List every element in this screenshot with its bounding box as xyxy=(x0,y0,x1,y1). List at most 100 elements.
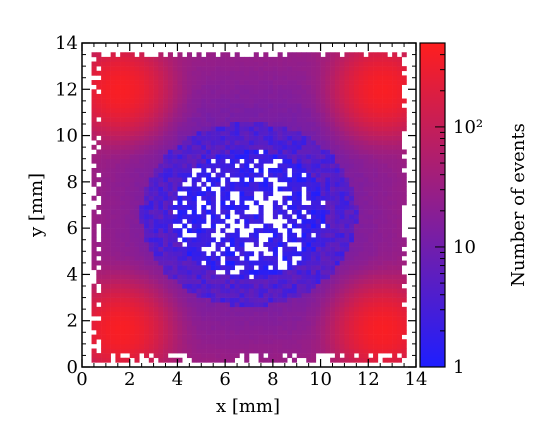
heatmap-cell xyxy=(401,75,407,81)
heatmap-cell xyxy=(311,103,317,109)
heatmap-cell xyxy=(272,209,278,215)
heatmap-cell xyxy=(325,232,331,238)
heatmap-cell xyxy=(144,205,150,210)
heatmap-cell xyxy=(244,135,250,141)
heatmap-cell xyxy=(215,242,221,247)
heatmap-cell xyxy=(229,140,235,146)
heatmap-cell xyxy=(377,232,383,238)
heatmap-cell xyxy=(353,223,360,229)
heatmap-cell xyxy=(344,61,350,67)
heatmap-cell xyxy=(225,357,231,363)
heatmap-cell xyxy=(344,121,350,127)
heatmap-cell xyxy=(120,209,126,215)
heatmap-cell xyxy=(363,255,369,261)
heatmap-cell xyxy=(339,172,345,178)
heatmap-cell xyxy=(191,93,197,99)
heatmap-cell xyxy=(148,177,154,183)
heatmap-cell xyxy=(115,311,121,317)
heatmap-cell xyxy=(358,274,364,280)
heatmap-cell xyxy=(182,302,188,308)
heatmap-cell xyxy=(396,320,402,326)
heatmap-cell xyxy=(101,140,107,146)
heatmap-cell xyxy=(210,107,216,113)
heatmap-cell xyxy=(201,149,207,155)
heatmap-cell xyxy=(368,246,374,252)
heatmap-cell xyxy=(291,52,298,58)
heatmap-cell xyxy=(201,334,207,340)
heatmap-cell xyxy=(344,320,350,326)
heatmap-cell xyxy=(344,130,350,136)
heatmap-cell xyxy=(315,167,321,173)
heatmap-cell xyxy=(101,61,107,67)
heatmap-cell xyxy=(387,279,393,284)
heatmap-cell xyxy=(96,112,102,118)
heatmap-cell xyxy=(349,112,355,118)
heatmap-cell xyxy=(363,209,369,215)
heatmap-cell xyxy=(225,195,231,201)
heatmap-cell xyxy=(234,292,240,298)
heatmap-cell xyxy=(96,154,102,160)
heatmap-cell xyxy=(315,306,321,312)
heatmap-cell xyxy=(253,66,259,72)
heatmap-cell xyxy=(225,288,231,294)
heatmap-cell xyxy=(129,260,135,266)
heatmap-cell xyxy=(206,75,212,81)
heatmap-cell xyxy=(363,56,369,62)
heatmap-cell xyxy=(177,130,183,136)
heatmap-cell xyxy=(282,186,288,192)
heatmap-cell xyxy=(334,283,340,289)
heatmap-cell xyxy=(258,353,264,359)
heatmap-cell xyxy=(177,255,183,261)
heatmap-cell xyxy=(363,246,369,252)
heatmap-cell xyxy=(129,70,135,76)
heatmap-cell xyxy=(325,288,331,294)
heatmap-cell xyxy=(129,140,135,146)
heatmap-cell xyxy=(115,89,121,95)
heatmap-cell xyxy=(215,130,221,136)
heatmap-cell xyxy=(239,186,245,192)
heatmap-cell xyxy=(234,135,240,141)
heatmap-cell xyxy=(196,348,202,354)
heatmap-cell xyxy=(253,311,259,317)
heatmap-cell xyxy=(144,311,150,317)
heatmap-cell xyxy=(220,140,226,146)
heatmap-cell xyxy=(401,325,407,331)
heatmap-cell xyxy=(210,144,216,150)
heatmap-cell xyxy=(291,195,298,201)
heatmap-cell xyxy=(363,306,369,312)
heatmap-cell xyxy=(396,200,402,206)
heatmap-cell xyxy=(334,265,340,271)
heatmap-cell xyxy=(115,246,121,252)
heatmap-cell xyxy=(387,200,393,206)
heatmap-cell xyxy=(244,181,250,187)
heatmap-cell xyxy=(244,195,250,201)
heatmap-cell xyxy=(396,89,402,95)
heatmap-cell xyxy=(315,316,321,322)
heatmap-cell xyxy=(91,144,97,150)
heatmap-cell xyxy=(334,52,340,58)
heatmap-cell xyxy=(101,232,107,238)
heatmap-cell xyxy=(105,56,111,62)
heatmap-cell xyxy=(120,316,126,322)
heatmap-cell xyxy=(120,343,126,349)
heatmap-cell xyxy=(334,279,340,284)
heatmap-cell xyxy=(144,98,150,104)
heatmap-cell xyxy=(182,135,188,141)
heatmap-cell xyxy=(263,130,269,136)
heatmap-cell xyxy=(167,205,173,210)
heatmap-cell xyxy=(110,214,116,220)
heatmap-cell xyxy=(296,292,302,298)
heatmap-cell xyxy=(349,93,355,99)
heatmap-cell xyxy=(301,56,307,62)
heatmap-cell xyxy=(167,135,173,141)
heatmap-cell xyxy=(334,140,340,146)
heatmap-cell xyxy=(272,112,278,118)
heatmap-cell xyxy=(311,191,317,197)
heatmap-cell xyxy=(239,292,245,298)
heatmap-cell xyxy=(368,255,374,261)
heatmap-cell xyxy=(167,80,173,85)
heatmap-cell xyxy=(115,334,121,340)
heatmap-cell xyxy=(401,117,407,122)
heatmap-cell xyxy=(191,255,197,261)
heatmap-cell xyxy=(220,325,226,331)
